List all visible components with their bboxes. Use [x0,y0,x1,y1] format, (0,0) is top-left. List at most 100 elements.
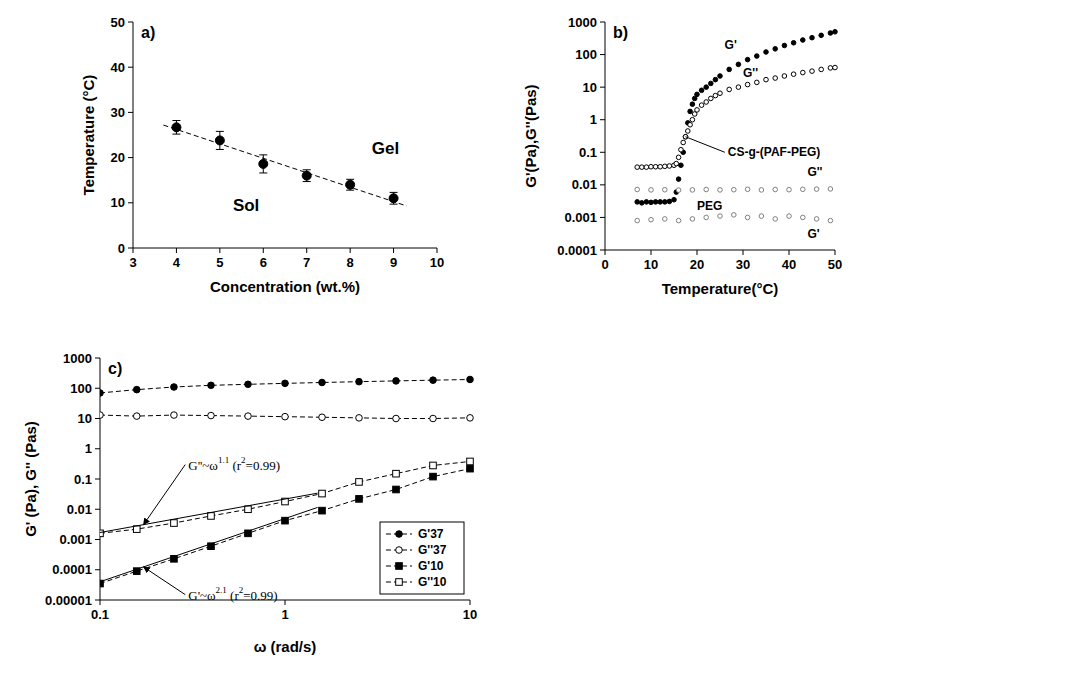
data-point [319,379,326,386]
x-tick [789,250,790,255]
y-tick-label: 100 [70,381,92,396]
data-point [681,140,686,145]
error-bar-cap [216,149,224,150]
legend-marker [396,563,403,570]
data-point [773,76,778,81]
data-point [644,165,649,170]
data-point [663,164,668,169]
data-point [467,415,474,422]
x-tick [393,248,394,253]
legend-label: G'10 [418,559,444,573]
y-tick [128,202,133,203]
background [0,0,1077,683]
data-point [704,215,709,220]
data-point [782,43,787,48]
x-tick-label: 4 [173,255,181,270]
y-tick-label: 0.01 [572,177,597,192]
data-point [245,381,252,388]
data-point [653,200,658,205]
data-point [801,215,806,220]
data-point [319,507,326,514]
data-point [773,217,778,222]
x-tick [263,248,264,253]
y-tick [95,388,100,389]
y-tick-label: 10 [78,411,92,426]
panel-label: b) [613,24,628,41]
data-point [686,129,691,134]
panel-label: a) [141,24,155,41]
data-point [819,33,824,38]
data-point [732,187,737,192]
x-tick-label: 3 [129,255,136,270]
data-point [393,470,400,477]
x-axis-title: ω (rad/s) [254,638,317,655]
data-point [782,74,787,79]
y-tick-label: 0.001 [564,210,597,225]
data-point [810,69,815,74]
data-point [100,530,103,537]
data-point [699,103,704,108]
data-point [718,214,723,219]
y-tick-label: 30 [111,105,125,120]
data-point [663,187,668,192]
y-tick [600,184,605,185]
data-point [430,473,437,480]
y-tick [128,22,133,23]
series-line [100,493,318,532]
data-point [467,465,474,472]
y-tick [95,418,100,419]
y-tick [95,569,100,570]
x-tick-label: 10 [463,607,477,622]
error-bar-cap [216,131,224,132]
data-point [679,147,684,152]
data-point [718,91,723,96]
data-point [787,214,792,219]
data-point [667,199,672,204]
data-point [709,81,714,86]
data-point [319,414,326,421]
data-point [356,479,363,486]
data-point [663,200,668,205]
y-tick [600,22,605,23]
y-tick-label: 1 [85,441,92,456]
data-point [672,197,677,202]
data-point [690,188,695,193]
error-bar-cap [346,179,354,180]
annotation-part: (r [229,457,242,472]
data-point [649,164,654,169]
y-tick [600,87,605,88]
data-point [674,161,679,166]
data-point [690,102,695,107]
y-axis [133,22,134,248]
data-point [100,390,103,397]
data-point [649,200,654,205]
data-point [356,415,363,422]
data-point [171,412,178,419]
data-point [208,382,215,389]
error-bar-cap [303,169,311,170]
data-point [810,35,815,40]
y-tick-label: 20 [111,150,125,165]
data-point [430,377,437,384]
plot-area [163,121,406,206]
data-point [688,109,693,114]
data-point [430,415,437,422]
data-point [833,30,838,35]
error-bar [259,155,267,173]
legend-label: G'37 [418,527,444,541]
x-tick [100,600,101,605]
data-point [133,413,140,420]
data-point [801,187,806,192]
data-point [699,88,704,93]
y-tick [95,358,100,359]
data-point [736,62,741,67]
x-tick [133,248,134,253]
data-point [393,415,400,422]
data-point [302,171,311,180]
y-tick-label: 1000 [63,351,92,366]
legend-label: G''37 [418,543,447,557]
y-tick-label: 10 [111,195,125,210]
y-tick-label: 0.0001 [52,562,92,577]
data-point [745,57,750,62]
y-tick-label: 1 [590,112,597,127]
